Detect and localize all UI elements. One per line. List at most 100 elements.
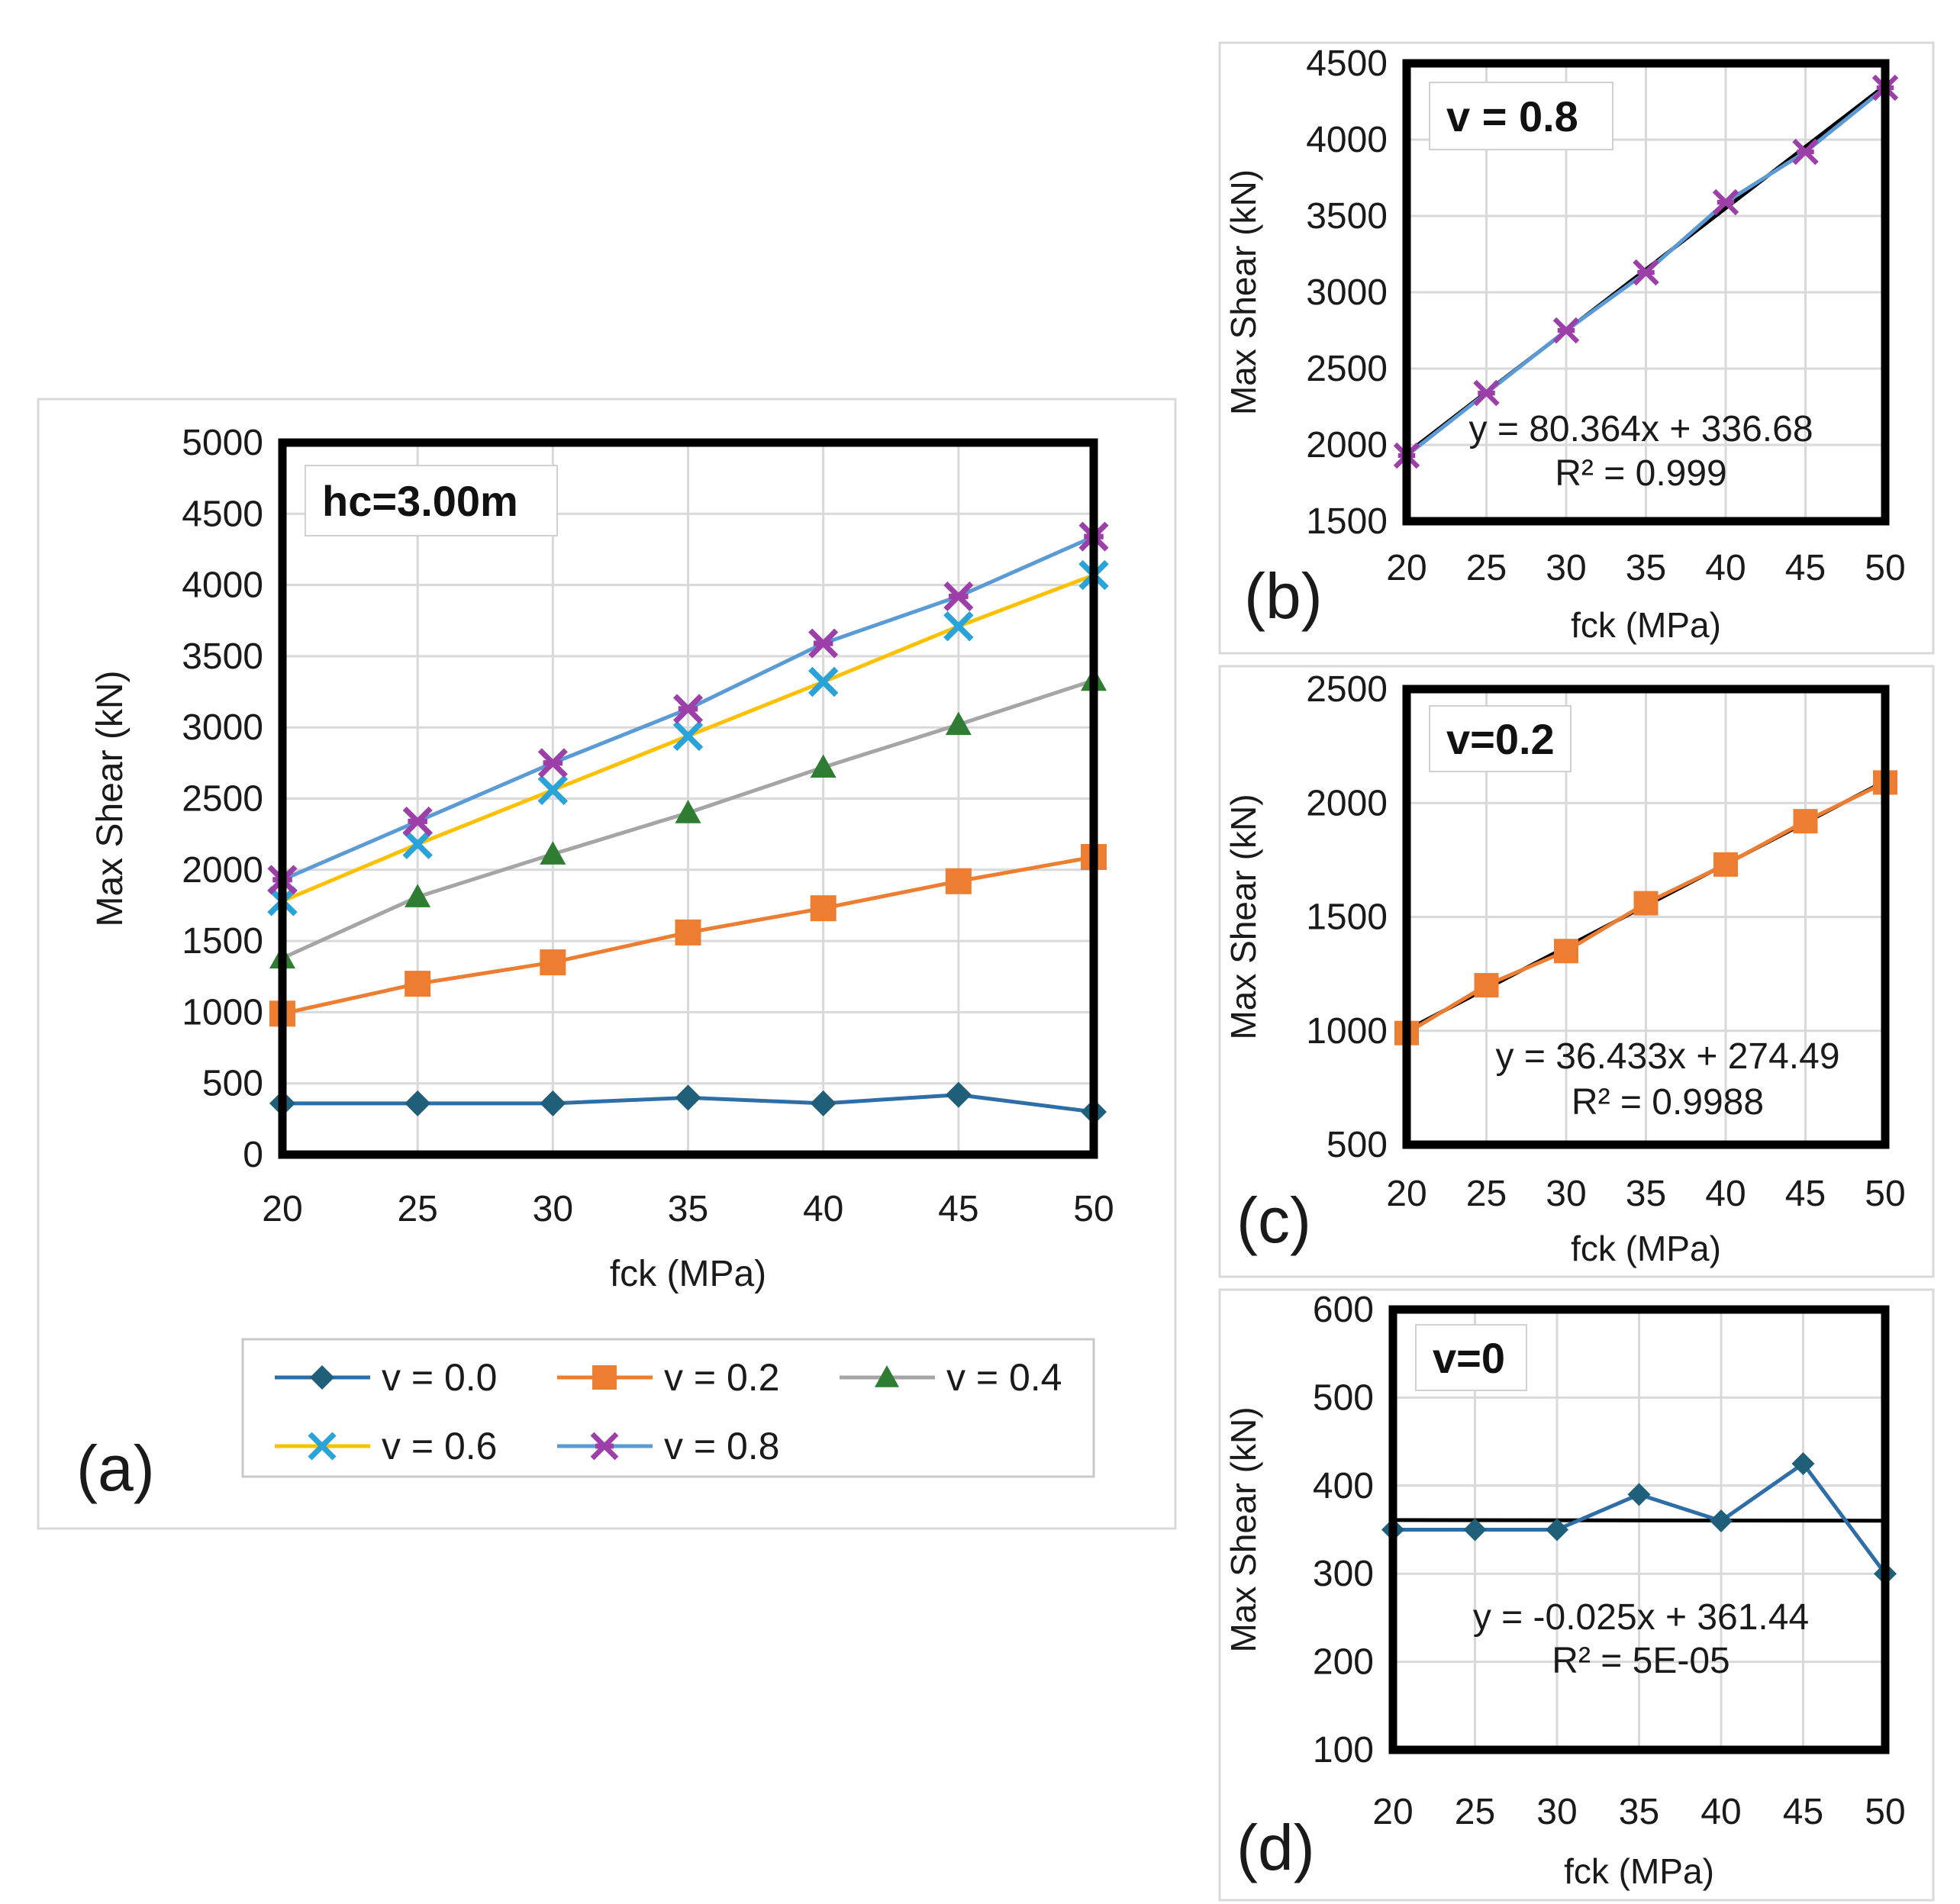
data-point-v06	[537, 775, 569, 806]
x-tick-label: 25	[397, 1189, 437, 1229]
y-tick-label: 500	[1327, 1125, 1388, 1165]
y-tick-label: 3000	[182, 707, 263, 748]
chart-d: 100 200 300 400 500 600 20 25 30 35 40 45 50 fck (MPa…	[1218, 1288, 1935, 1902]
x-axis-label: fck (MPa)	[1564, 1851, 1714, 1891]
x-tick-label: 30	[1546, 1174, 1586, 1214]
x-tick-label: 40	[1705, 1174, 1746, 1214]
x-tick-label: 50	[1073, 1189, 1114, 1229]
x-tick-label: 30	[533, 1189, 573, 1229]
data-point-v08	[537, 748, 568, 778]
y-axis-label: Max Shear (kN)	[1223, 1406, 1263, 1652]
y-tick-label: 3500	[182, 636, 263, 677]
x-tick-label: 45	[1783, 1792, 1823, 1832]
data-point-v00	[1710, 1509, 1733, 1532]
legend-item-v08: v = 0.8	[557, 1425, 780, 1467]
data-point-v00	[540, 1090, 566, 1116]
inset-label-box	[305, 465, 558, 536]
y-tick-label: 2000	[1306, 783, 1388, 823]
data-point-v00	[405, 1090, 431, 1116]
legend-label: v = 0.4	[946, 1356, 1062, 1399]
x-tick-label: 20	[262, 1189, 302, 1229]
data-point-v02	[540, 949, 566, 976]
x-tick-label: 50	[1865, 1174, 1905, 1214]
data-point-v00	[675, 1084, 701, 1111]
data-point-v00	[1627, 1483, 1651, 1506]
data-point-v02	[945, 868, 972, 894]
legend-swatch-marker	[310, 1365, 334, 1390]
legend-swatch-marker	[590, 1432, 619, 1461]
panel-label: (a)	[76, 1432, 155, 1504]
x-tick-label: 45	[1785, 548, 1826, 588]
y-tick-label: 4500	[182, 494, 263, 534]
data-point-v08	[1473, 379, 1500, 407]
plot-frame	[1388, 1305, 1890, 1754]
inset-label: v=0.2	[1446, 715, 1555, 763]
legend-item-v02: v = 0.2	[557, 1356, 780, 1399]
y-tick-label: 3500	[1306, 196, 1388, 237]
data-point-v02	[1793, 809, 1818, 834]
trendline-r2: R² = 5E-05	[1552, 1641, 1730, 1681]
data-point-v02	[1633, 891, 1659, 916]
y-tick-label: 4000	[182, 565, 263, 606]
legend: v = 0.0 v = 0.2 v = 0.4 v = 0.6 v = 0.8	[241, 1338, 1095, 1478]
data-point-v06	[402, 829, 433, 859]
legend-label: v = 0.8	[664, 1425, 780, 1467]
data-point-v08	[1792, 138, 1819, 166]
data-point-v04	[675, 800, 701, 823]
y-tick-label: 1500	[1306, 501, 1388, 542]
legend-label: v = 0.0	[382, 1356, 498, 1399]
data-point-v00	[945, 1081, 972, 1108]
y-tick-label: 500	[1313, 1377, 1374, 1418]
legend-item-v04: v = 0.4	[840, 1356, 1062, 1399]
x-tick-label: 20	[1386, 548, 1426, 588]
legend-item-v00: v = 0.0	[275, 1356, 498, 1399]
x-tick-label: 40	[1700, 1792, 1741, 1832]
y-tick-label: 4500	[1306, 43, 1388, 84]
trendline-r2: R² = 0.9988	[1572, 1082, 1764, 1123]
y-tick-label: 3000	[1306, 272, 1388, 313]
legend-label: v = 0.2	[664, 1356, 780, 1399]
data-point-v02	[405, 971, 431, 997]
x-tick-label: 35	[668, 1189, 708, 1229]
data-point-v06	[808, 666, 839, 697]
data-point-v04	[540, 841, 566, 865]
y-tick-label: 500	[202, 1064, 263, 1104]
x-tick-label: 20	[1386, 1174, 1426, 1214]
y-tick-label: 600	[1313, 1290, 1374, 1330]
trendline-equation: y = 80.364x + 336.68	[1468, 409, 1813, 449]
legend-label: v = 0.6	[382, 1425, 498, 1467]
trendline-r2: R² = 0.999	[1555, 453, 1726, 494]
x-tick-label: 25	[1466, 548, 1507, 588]
x-axis-label: fck (MPa)	[610, 1254, 766, 1294]
x-tick-label: 30	[1536, 1792, 1577, 1832]
y-tick-label: 4000	[1306, 120, 1388, 160]
x-axis-label: fck (MPa)	[1571, 605, 1721, 645]
y-axis-label: Max Shear (kN)	[1223, 794, 1263, 1039]
legend-swatch-marker	[875, 1365, 899, 1387]
x-tick-label: 35	[1619, 1792, 1659, 1832]
y-tick-label: 1000	[182, 992, 263, 1033]
data-point-v04	[405, 884, 431, 907]
data-point-v02	[810, 895, 837, 922]
legend-swatch-marker	[592, 1365, 617, 1390]
data-point-v08	[672, 694, 704, 724]
inset-label: hc=3.00m	[322, 477, 518, 525]
data-point-v00	[1463, 1518, 1487, 1542]
trendline	[1392, 1518, 1886, 1523]
data-point-v00	[810, 1090, 837, 1116]
y-tick-label: 200	[1313, 1642, 1374, 1683]
y-tick-label: 2500	[182, 779, 263, 820]
data-point-v06	[943, 611, 974, 642]
panel-label: (d)	[1236, 1812, 1315, 1883]
x-tick-label: 40	[803, 1189, 843, 1229]
data-point-v08	[1552, 317, 1580, 344]
plot-frame	[1402, 59, 1890, 526]
x-tick-label: 35	[1626, 548, 1666, 588]
inset-label-box	[1429, 82, 1613, 150]
x-tick-label: 25	[1466, 1174, 1507, 1214]
data-point-v04	[945, 711, 972, 736]
inset-label-box	[1415, 1324, 1527, 1391]
data-point-v02	[1474, 973, 1499, 998]
trendline-equation: y = 36.433x + 274.49	[1495, 1036, 1839, 1077]
y-tick-label: 1500	[182, 921, 263, 962]
